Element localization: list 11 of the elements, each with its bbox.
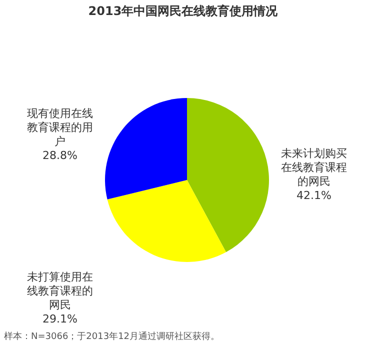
chart-title: 2013年中国网民在线教育使用情况 [88,4,279,18]
slice-label: 未来计划购买在线教育课程的网民 [281,146,347,188]
pie-slice [187,98,269,252]
slice-label: 现有使用在线教育课程的用户 [27,107,93,148]
pie-slice [105,98,187,200]
text: 样本：N=3066；于2013年12月通过调研社区获得。 [4,331,220,342]
data-label: 42.1% [296,188,332,202]
data-label: 28.8% [42,149,78,162]
data-label: 29.1% [42,312,78,326]
pie-slice [107,180,226,262]
slice-label: 未打算使用在线教育课程的网民 [27,270,93,312]
